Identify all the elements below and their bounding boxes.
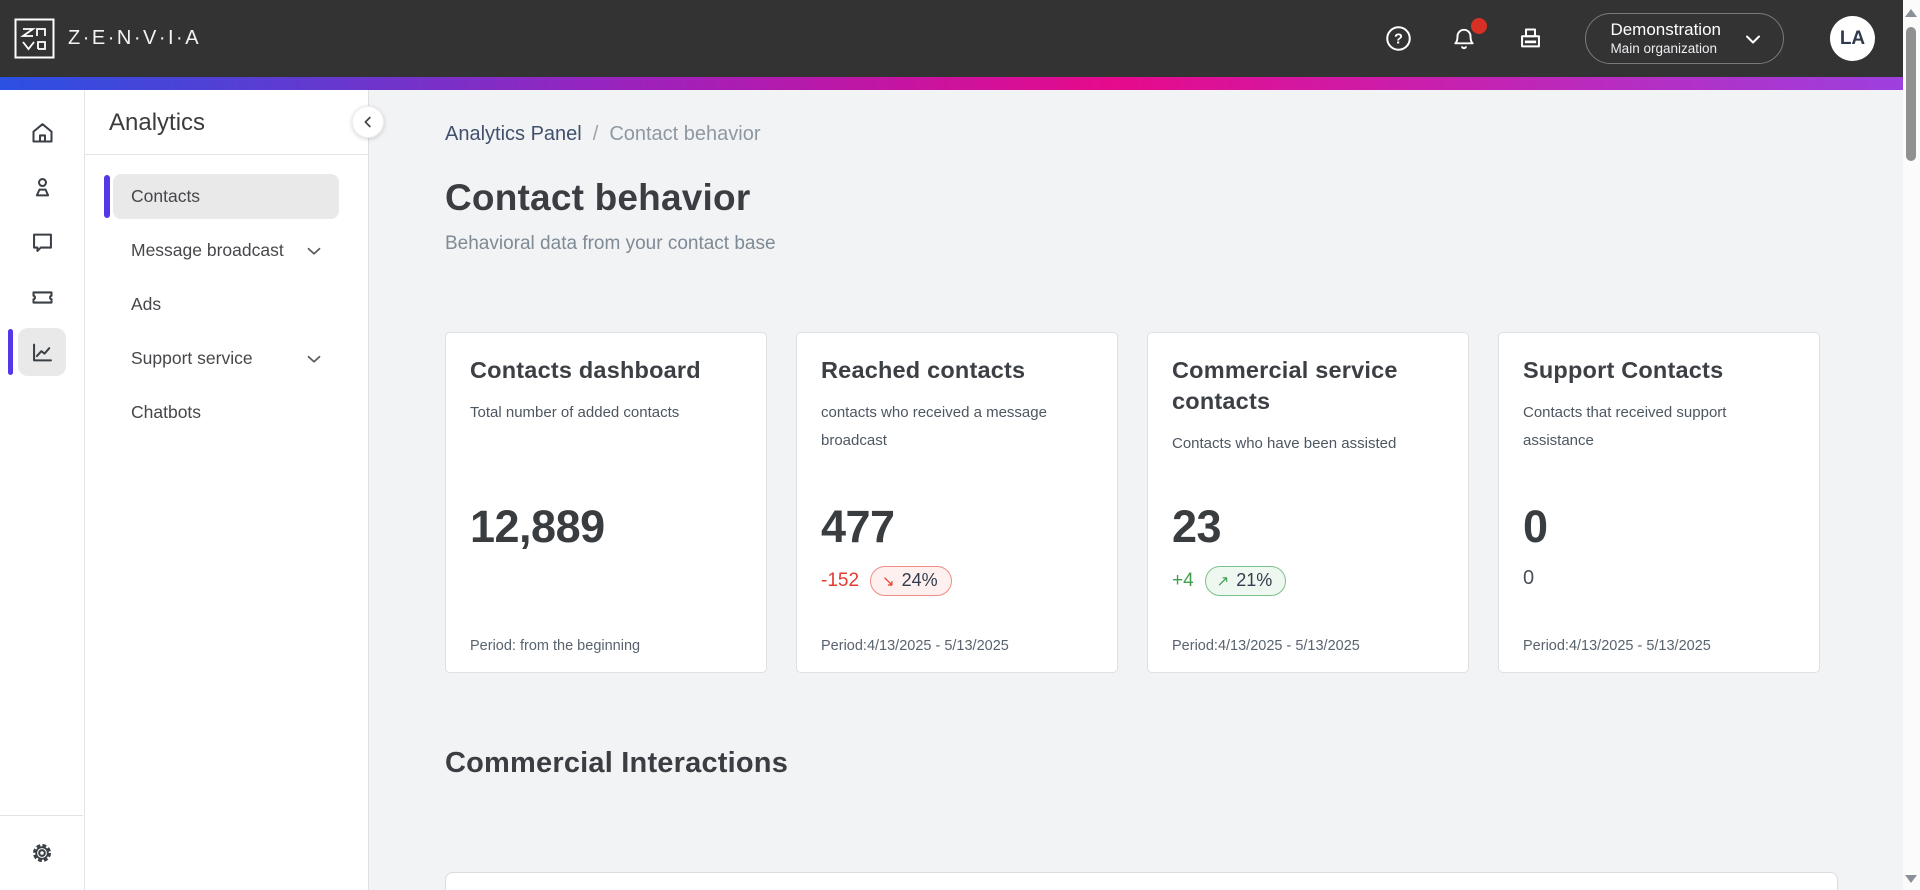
card-value: 12,889 <box>470 501 605 552</box>
page-title: Contact behavior <box>445 177 751 218</box>
main-content: Analytics Panel / Contact behavior Conta… <box>369 90 1920 890</box>
help-button[interactable]: ? <box>1383 24 1413 54</box>
print-button[interactable] <box>1515 24 1545 54</box>
card-period: Period:4/13/2025 - 5/13/2025 <box>1523 638 1711 654</box>
sidebar-menu: Contacts Message broadcast Ads Support s… <box>85 174 368 435</box>
scrollbar-down-arrow-icon[interactable] <box>1905 875 1917 883</box>
sidebar-item-chatbots[interactable]: Chatbots <box>113 390 339 435</box>
card-period: Period:4/13/2025 - 5/13/2025 <box>1172 638 1360 654</box>
top-bar: Z·E·N·V·I·A ? <box>0 0 1920 77</box>
sidebar-item-support-service[interactable]: Support service <box>113 336 339 381</box>
person-icon <box>35 177 49 196</box>
organization-selector[interactable]: Demonstration Main organization <box>1585 13 1784 64</box>
sidebar-item-label: Support service <box>131 348 253 368</box>
organization-name: Demonstration <box>1610 20 1721 40</box>
printer-icon <box>1520 28 1540 48</box>
chevron-down-icon <box>1746 35 1760 43</box>
card-delta: -152 <box>821 570 860 591</box>
card-period: Period:4/13/2025 - 5/13/2025 <box>821 638 1009 654</box>
rail-bottom <box>0 815 83 890</box>
breadcrumb-analytics-panel[interactable]: Analytics Panel <box>445 123 582 145</box>
card-value: 0 <box>1523 501 1548 552</box>
notifications-button[interactable] <box>1449 17 1488 54</box>
rail-item-contacts[interactable] <box>0 163 85 218</box>
card-title: Contacts dashboard <box>470 357 701 383</box>
scrollbar-thumb[interactable] <box>1906 27 1916 161</box>
page-subtitle: Behavioral data from your contact base <box>445 233 776 254</box>
metric-cards-row: Contacts dashboard Total number of added… <box>445 332 1838 673</box>
card-description: Contacts who have been assisted <box>1172 435 1397 453</box>
sidebar-item-contacts[interactable]: Contacts <box>104 174 339 219</box>
notification-dot <box>1471 17 1488 34</box>
sidebar-item-label: Contacts <box>131 186 201 206</box>
card-value: 477 <box>821 501 895 552</box>
breadcrumb-separator: / <box>592 123 599 145</box>
rail-item-sales[interactable] <box>0 273 85 328</box>
card-contacts-dashboard: Contacts dashboard Total number of added… <box>445 332 767 673</box>
card-description: Total number of added contacts <box>470 404 680 422</box>
card-delta: +4 <box>1172 570 1194 591</box>
sidebar-item-label: Ads <box>131 294 162 314</box>
home-icon <box>31 122 53 143</box>
breadcrumb-current: Contact behavior <box>609 123 761 145</box>
active-indicator <box>7 329 13 375</box>
chat-bubble-icon <box>32 233 52 252</box>
topbar-actions: ? Demonstration Main organization <box>1347 13 1875 64</box>
card-title: Reached contacts <box>821 357 1026 383</box>
chevron-down-icon <box>307 355 321 363</box>
rail-item-home[interactable] <box>0 108 85 163</box>
badge-percent: 21% <box>1236 570 1273 590</box>
rail-item-analytics[interactable] <box>0 328 85 383</box>
card-commercial-service-contacts: Commercial service contacts Contacts who… <box>1147 332 1469 673</box>
sidebar-title: Analytics <box>109 109 206 136</box>
sidebar-divider <box>85 154 368 155</box>
sidebar-item-label: Message broadcast <box>131 240 284 260</box>
user-avatar[interactable]: LA <box>1830 16 1875 61</box>
card-support-contacts: Support Contacts Contacts that received … <box>1498 332 1820 673</box>
card-title: Commercial service contacts <box>1172 357 1398 415</box>
brand-wordmark: Z·E·N·V·I·A <box>68 27 202 49</box>
sidebar-collapse-button[interactable] <box>352 106 384 138</box>
brand-logo[interactable]: Z·E·N·V·I·A <box>14 18 201 59</box>
card-reached-contacts: Reached contacts contacts who received a… <box>796 332 1118 673</box>
active-indicator <box>104 175 110 218</box>
icon-rail <box>0 90 85 890</box>
trend-badge: ↗ 21% <box>1204 566 1287 596</box>
card-period: Period: from the beginning <box>470 638 641 654</box>
card-value: 23 <box>1172 501 1222 552</box>
rail-item-settings[interactable] <box>20 831 64 875</box>
trend-down-icon: ↘ <box>882 572 895 590</box>
badge-percent: 24% <box>901 570 938 590</box>
gear-icon <box>32 843 51 863</box>
trend-up-icon: ↗ <box>1216 572 1230 590</box>
page-scrollbar[interactable] <box>1903 0 1920 890</box>
chevron-down-icon <box>307 247 321 255</box>
commercial-interactions-card <box>445 872 1838 890</box>
rail-item-conversations[interactable] <box>0 218 85 273</box>
zenvia-logo-icon <box>14 18 55 59</box>
ticket-icon <box>31 290 53 304</box>
avatar-initials: LA <box>1839 27 1866 49</box>
sidebar-item-message-broadcast[interactable]: Message broadcast <box>113 228 339 273</box>
card-description: contacts who received a message broadcas… <box>821 404 1047 449</box>
organization-subtitle: Main organization <box>1610 40 1718 56</box>
svg-text:?: ? <box>1394 32 1403 48</box>
scrollbar-up-arrow-icon[interactable] <box>1905 9 1917 17</box>
sidebar-item-ads[interactable]: Ads <box>113 282 339 327</box>
card-title: Support Contacts <box>1523 357 1724 383</box>
analytics-chart-icon <box>32 343 52 361</box>
section-heading-commercial-interactions: Commercial Interactions <box>445 747 789 779</box>
trend-badge: ↘ 24% <box>870 566 952 596</box>
brand-gradient-bar <box>0 77 1920 90</box>
breadcrumb: Analytics Panel / Contact behavior <box>445 90 1838 146</box>
help-icon: ? <box>1386 26 1411 51</box>
chevron-left-icon <box>364 116 371 128</box>
card-sub-value: 0 <box>1523 567 1535 589</box>
card-description: Contacts that received support assistanc… <box>1523 404 1727 449</box>
sidebar-item-label: Chatbots <box>131 402 202 422</box>
analytics-sidebar: Analytics Contacts Message broadcast Ads… <box>85 90 384 890</box>
bell-icon <box>1454 28 1475 49</box>
